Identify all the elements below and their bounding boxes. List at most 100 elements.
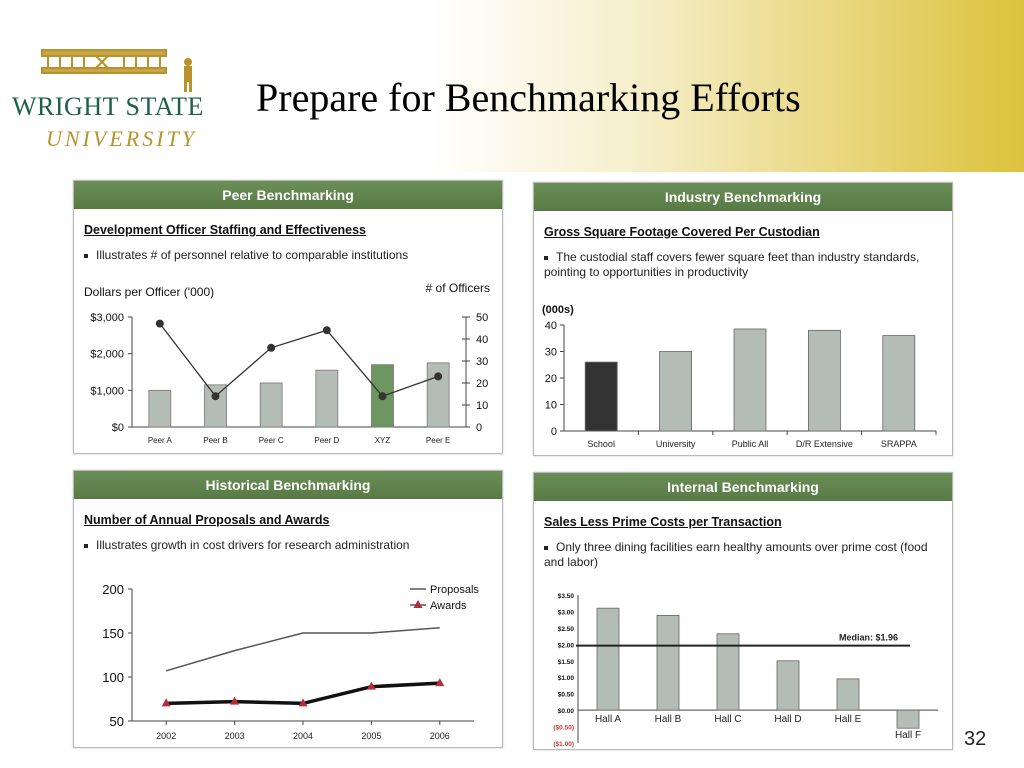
y-tick-label: 100 (102, 670, 124, 685)
legend-awards-label: Awards (430, 600, 467, 612)
y-tick-label: 50 (110, 714, 124, 729)
y-tick-label: 150 (102, 626, 124, 641)
x-tick-label: Hall E (835, 714, 862, 725)
y-tick-label: 200 (102, 582, 124, 597)
y-tick-label: 30 (545, 347, 557, 359)
officers-point (267, 343, 276, 352)
title-band (0, 0, 1024, 172)
y-tick-label: $2.00 (558, 642, 575, 649)
right-axis-label: # of Officers (425, 281, 490, 295)
panel-subtitle: Gross Square Footage Covered Per Custodi… (544, 225, 820, 239)
x-tick-label: D/R Extensive (796, 439, 853, 449)
bar (584, 361, 618, 432)
logo-wordmark: WRIGHT STATE (12, 92, 204, 121)
historical-chart: 50 100 150 200 2002 2003 2004 2005 2006 Proposals… (102, 582, 479, 741)
y2-tick-label: 50 (476, 312, 488, 324)
x-tick-label: School (587, 439, 615, 449)
x-tick-label: Peer B (203, 436, 227, 445)
panel-bullet: Only three dining facilities earn health… (544, 540, 928, 569)
industry-chart: 0 10 20 30 40 School University Public All D/R E… (545, 320, 937, 449)
awards-point (298, 698, 308, 707)
y2-tick-label: 40 (476, 334, 488, 346)
x-tick-label: Hall B (655, 714, 682, 725)
legend-proposals-label: Proposals (430, 584, 479, 596)
x-tick-label: 2004 (293, 731, 313, 741)
internal-benchmarking-panel: Internal Benchmarking Sales Less Prime C… (533, 472, 953, 750)
awards-point (366, 681, 376, 690)
panel-bullet: Illustrates growth in cost drivers for r… (84, 538, 494, 553)
x-tick-label: Hall D (774, 714, 801, 725)
awards-point (230, 696, 240, 705)
peer-chart: $0 $1,000 $2,000 $3,000 0 10 20 30 40 50 Peer A Pee… (90, 312, 488, 445)
y-tick-label: $2.50 (558, 626, 575, 633)
officers-line (159, 323, 439, 398)
awards-point (435, 678, 445, 687)
x-tick-label: Hall A (595, 714, 621, 725)
bar (315, 369, 339, 428)
y2-tick-label: 10 (476, 400, 488, 412)
logo-subtitle: UNIVERSITY (46, 126, 197, 151)
officers-point (378, 392, 387, 401)
y-tick-label: $1.00 (558, 675, 575, 682)
x-tick-label: SRAPPA (881, 439, 917, 449)
bar (259, 382, 283, 428)
proposals-line (165, 626, 440, 672)
historical-benchmarking-panel: Historical Benchmarking Number of Annual… (73, 470, 503, 748)
officers-point (155, 319, 164, 328)
y-tick-label: $0.50 (558, 692, 575, 699)
awards-point (161, 698, 171, 707)
x-tick-label: 2003 (225, 731, 245, 741)
x-tick-label: Peer D (314, 436, 339, 445)
bar (716, 633, 740, 711)
slide-title: Prepare for Benchmarking Efforts (256, 75, 801, 120)
wright-flyer-icon (41, 49, 192, 92)
median-label: Median: $1.96 (839, 633, 898, 643)
bar (656, 614, 680, 711)
peer-benchmarking-panel: Peer Benchmarking Development Officer St… (73, 180, 503, 454)
x-tick-label: University (656, 439, 696, 449)
legend-awards-marker (413, 600, 423, 608)
panel-header: Historical Benchmarking (74, 471, 502, 499)
y-tick-label: $3.00 (558, 609, 575, 616)
industry-benchmarking-panel: Industry Benchmarking Gross Square Foota… (533, 182, 953, 456)
officers-point (322, 326, 331, 335)
bar (148, 389, 172, 428)
panel-header: Industry Benchmarking (534, 183, 952, 211)
panel-bullet: The custodial staff covers fewer square … (544, 250, 920, 279)
y-tick-label: 10 (545, 400, 557, 412)
y-tick-label: $1.50 (558, 659, 575, 666)
x-tick-label: Hall F (895, 730, 921, 741)
panel-subtitle: Sales Less Prime Costs per Transaction (544, 515, 782, 529)
y-tick-label: $3.50 (558, 593, 575, 600)
bar (733, 328, 767, 432)
y-tick-label: $0 (112, 422, 124, 434)
y2-tick-label: 20 (476, 378, 488, 390)
left-axis-label: Dollars per Officer ('000) (84, 285, 215, 299)
bar (776, 660, 800, 711)
x-tick-label: Public All (732, 439, 769, 449)
x-tick-label: Peer E (426, 436, 450, 445)
bar (659, 351, 692, 432)
panel-bullet: Illustrates # of personnel relative to c… (84, 248, 494, 263)
x-tick-label: Peer A (148, 436, 173, 445)
x-tick-label: Peer C (259, 436, 284, 445)
y-tick-label: $3,000 (90, 312, 124, 324)
x-tick-label: 2006 (430, 731, 450, 741)
x-tick-label: 2005 (361, 731, 381, 741)
y-tick-label: 40 (545, 320, 557, 332)
university-logo: WRIGHT STATE UNIVERSITY (8, 44, 223, 154)
axis-unit-label: (000s) (542, 304, 574, 316)
x-tick-label: XYZ (375, 436, 391, 445)
internal-chart: ($1.00) ($0.50) $0.00 $0.50 $1.00 $1.50 $2.00 $… (553, 593, 938, 748)
panel-subtitle: Development Officer Staffing and Effecti… (84, 223, 367, 237)
bar (807, 329, 841, 432)
officers-point (211, 392, 220, 401)
y-tick-label: 20 (545, 373, 557, 385)
officers-point (434, 372, 443, 381)
y-tick-label: ($1.00) (553, 741, 574, 748)
y-tick-label: $1,000 (90, 385, 124, 397)
bar (896, 709, 920, 729)
y-tick-label: $0.00 (558, 708, 575, 715)
panel-subtitle: Number of Annual Proposals and Awards (84, 513, 330, 527)
y2-tick-label: 0 (476, 422, 482, 434)
